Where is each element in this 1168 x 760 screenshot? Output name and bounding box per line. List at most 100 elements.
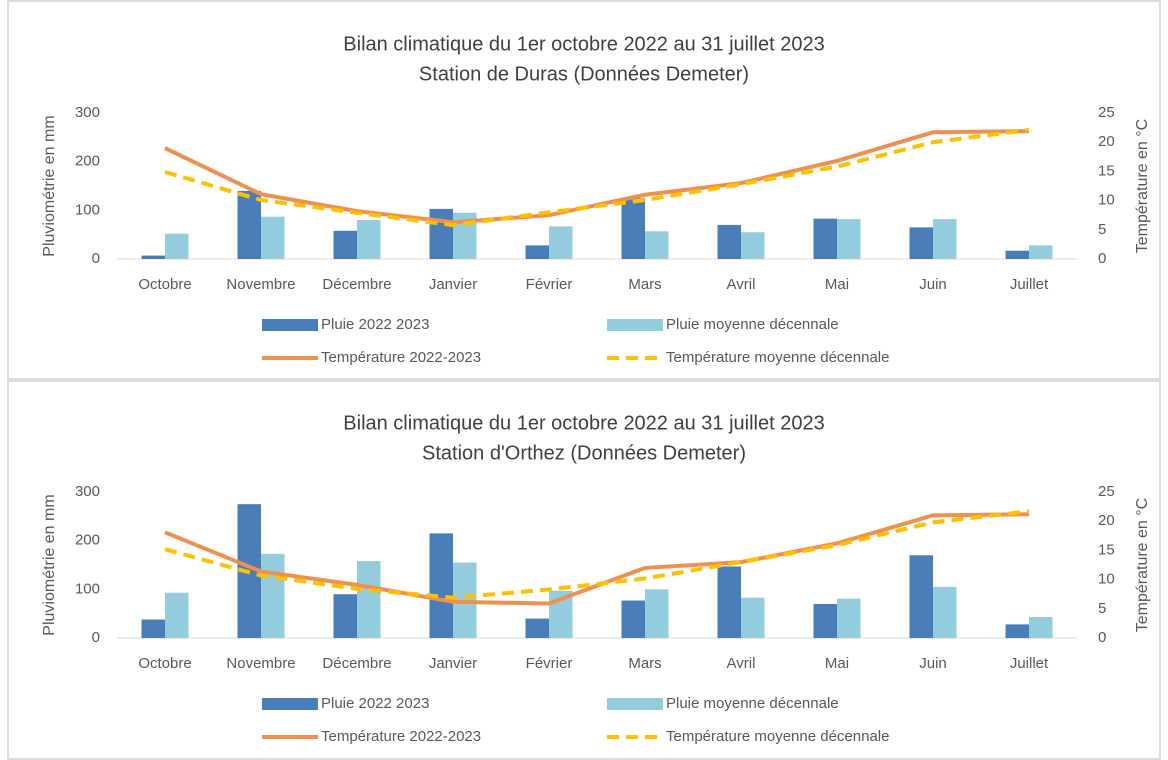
bar (357, 220, 381, 259)
y-tick-label: 0 (92, 250, 100, 267)
bar (813, 218, 837, 259)
bar (357, 561, 381, 638)
x-tick-label: Juillet (1010, 655, 1049, 672)
x-tick-label: Mars (628, 655, 661, 672)
y-tick-label: 200 (75, 532, 100, 549)
bar (333, 230, 357, 259)
chart: Bilan climatique du 1er octobre 2022 au … (41, 33, 1151, 366)
bar (261, 553, 285, 638)
legend-swatch (607, 319, 663, 331)
y2-tick-label: 20 (1098, 512, 1115, 529)
y-tick-label: 0 (92, 629, 100, 646)
x-tick-label: Décembre (322, 655, 391, 672)
x-tick-label: Janvier (429, 276, 477, 293)
bar (549, 226, 573, 259)
y-tick-label: 200 (75, 153, 100, 170)
y2-tick-label: 5 (1098, 221, 1106, 238)
x-tick-label: Octobre (138, 655, 191, 672)
y2-tick-label: 25 (1098, 483, 1115, 500)
x-tick-label: Mai (825, 655, 849, 672)
y2-tick-label: 15 (1098, 162, 1115, 179)
legend-label: Température 2022-2023 (321, 349, 481, 366)
bar (1029, 617, 1053, 638)
legend-label: Pluie moyenne décennale (666, 695, 839, 712)
bar (933, 219, 957, 259)
y-tick-label: 300 (75, 483, 100, 500)
legend-label: Température moyenne décennale (666, 728, 889, 745)
bar (813, 603, 837, 638)
y-axis-title: Pluviométrie en mm (41, 494, 58, 635)
y-tick-label: 100 (75, 201, 100, 218)
bar (1005, 624, 1029, 638)
y2-tick-label: 10 (1098, 571, 1115, 588)
bar (645, 231, 669, 259)
bar (717, 224, 741, 259)
chart-frame (7, 0, 1161, 380)
bar (645, 589, 669, 638)
bar (909, 555, 933, 638)
line (164, 129, 1030, 225)
line (164, 127, 1030, 228)
bar (1005, 250, 1029, 259)
bar (717, 566, 741, 638)
y2-tick-label: 0 (1098, 629, 1106, 646)
x-tick-label: Mars (628, 276, 661, 293)
x-tick-label: Janvier (429, 655, 477, 672)
bar (237, 190, 261, 259)
legend-label: Pluie 2022 2023 (321, 695, 429, 712)
legend-label: Température 2022-2023 (321, 728, 481, 745)
legend-label: Pluie moyenne décennale (666, 316, 839, 333)
y2-axis-title: Température en °C (1134, 498, 1151, 632)
x-tick-label: Février (526, 276, 573, 293)
legend-swatch (262, 698, 318, 710)
bar (165, 592, 189, 638)
x-tick-label: Avril (727, 276, 756, 293)
y2-tick-label: 5 (1098, 600, 1106, 617)
bar (261, 216, 285, 259)
x-tick-label: Novembre (226, 655, 295, 672)
bar (621, 198, 645, 259)
bar (525, 618, 549, 638)
bar (741, 597, 765, 638)
chart: Bilan climatique du 1er octobre 2022 au … (41, 412, 1151, 745)
x-tick-label: Juin (919, 655, 947, 672)
bar (141, 255, 165, 259)
x-tick-label: Décembre (322, 276, 391, 293)
x-tick-label: Février (526, 655, 573, 672)
bar (909, 227, 933, 259)
legend-swatch (262, 319, 318, 331)
y2-tick-label: 15 (1098, 541, 1115, 558)
x-tick-label: Novembre (226, 276, 295, 293)
chart-frame (7, 380, 1161, 760)
bar (933, 586, 957, 638)
x-tick-label: Mai (825, 276, 849, 293)
bar (429, 533, 453, 638)
y2-axis-title: Température en °C (1134, 119, 1151, 253)
bar (1029, 245, 1053, 259)
x-tick-label: Juillet (1010, 276, 1049, 293)
bar (165, 233, 189, 259)
legend-label: Température moyenne décennale (666, 349, 889, 366)
y2-tick-label: 0 (1098, 250, 1106, 267)
chart-title: Bilan climatique du 1er octobre 2022 au … (343, 412, 824, 434)
bar (621, 600, 645, 638)
bar (837, 598, 861, 638)
y-tick-label: 300 (75, 104, 100, 121)
chart-subtitle: Station d'Orthez (Données Demeter) (422, 442, 746, 464)
chart-subtitle: Station de Duras (Données Demeter) (419, 63, 749, 85)
x-tick-label: Avril (727, 655, 756, 672)
legend-swatch (607, 698, 663, 710)
x-tick-label: Juin (919, 276, 947, 293)
line (164, 509, 1030, 600)
chart-title: Bilan climatique du 1er octobre 2022 au … (343, 33, 824, 55)
bar (741, 232, 765, 259)
bar (141, 619, 165, 638)
bar (429, 208, 453, 259)
bar (525, 245, 549, 259)
bar (333, 594, 357, 638)
y2-tick-label: 10 (1098, 192, 1115, 209)
y2-tick-label: 20 (1098, 133, 1115, 150)
bar (837, 219, 861, 259)
y-axis-title: Pluviométrie en mm (41, 115, 58, 256)
